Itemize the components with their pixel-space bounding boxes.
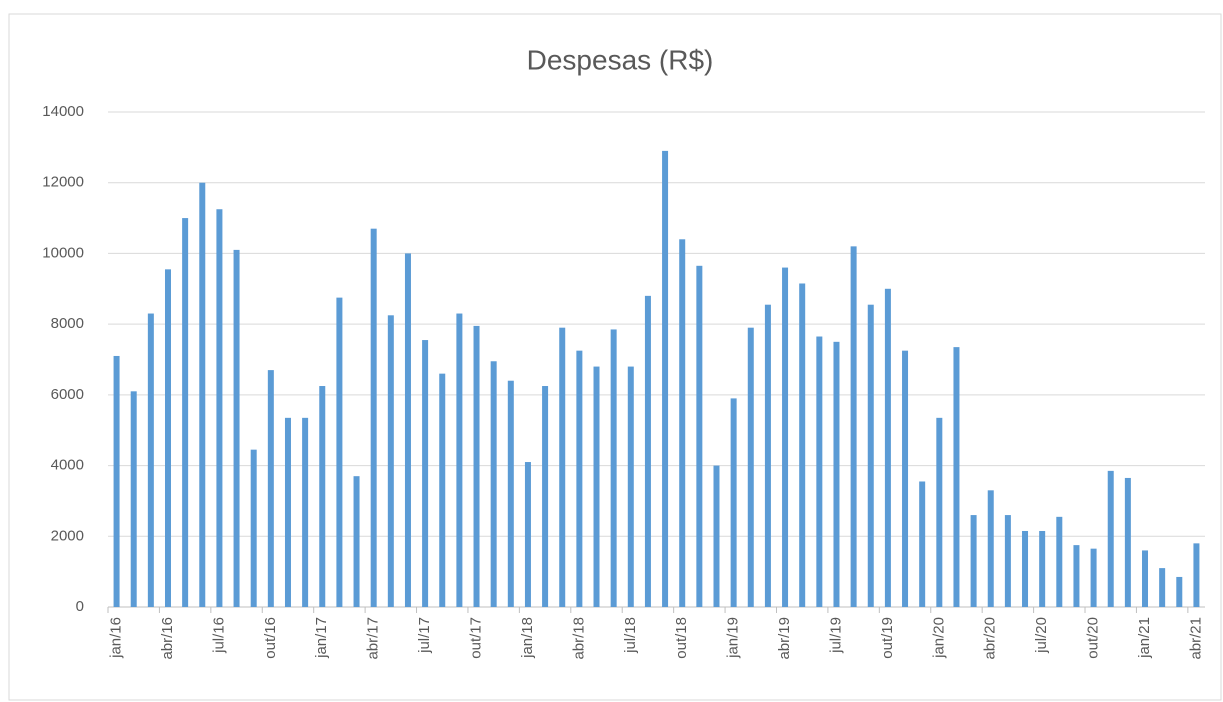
bar <box>1124 477 1131 607</box>
bar <box>422 340 429 607</box>
x-tick-label: jan/18 <box>519 617 536 659</box>
x-tick-label: abr/20 <box>982 617 999 660</box>
y-tick-label: 6000 <box>51 386 84 403</box>
bar <box>336 297 343 607</box>
bar <box>130 391 137 607</box>
bar <box>319 386 326 607</box>
x-tick-label: out/16 <box>262 617 279 659</box>
y-tick-label: 8000 <box>51 315 84 332</box>
y-tick-label: 4000 <box>51 457 84 474</box>
bar <box>1193 543 1200 607</box>
bar <box>473 325 480 607</box>
bar <box>867 304 874 607</box>
bar <box>164 269 171 607</box>
bar <box>610 329 617 607</box>
bar <box>747 327 754 607</box>
x-tick-label: out/17 <box>467 617 484 659</box>
x-tick-label: abr/16 <box>159 617 176 660</box>
bar <box>730 398 737 607</box>
bar <box>182 218 189 608</box>
bar <box>1056 516 1063 607</box>
bar <box>919 481 926 607</box>
bar <box>542 386 549 607</box>
bar <box>456 313 463 607</box>
bar <box>833 341 840 607</box>
bar <box>353 476 360 607</box>
bar <box>713 465 720 607</box>
bar <box>1004 515 1011 607</box>
y-tick-label: 14000 <box>42 103 84 120</box>
bar <box>1039 530 1046 607</box>
bar <box>696 265 703 607</box>
bar <box>1142 550 1149 607</box>
bar <box>679 239 686 608</box>
bar <box>782 267 789 607</box>
bar <box>970 515 977 607</box>
x-tick-label: abr/21 <box>1187 617 1204 660</box>
x-tick-label: abr/17 <box>365 617 382 660</box>
bar <box>507 380 514 607</box>
x-tick-label: jan/16 <box>108 617 125 659</box>
x-tick-label: out/19 <box>879 617 896 659</box>
x-tick-label: abr/19 <box>776 617 793 660</box>
bar <box>199 182 206 607</box>
bar <box>439 373 446 607</box>
bar <box>627 366 634 607</box>
bar <box>284 417 291 607</box>
bar <box>559 327 566 607</box>
x-tick-label: abr/18 <box>570 617 587 660</box>
bar <box>267 370 274 607</box>
y-tick-label: 2000 <box>51 527 84 544</box>
bar <box>764 304 771 607</box>
bar <box>250 449 257 607</box>
bar <box>1159 568 1166 607</box>
chart-title: Despesas (R$) <box>527 44 714 75</box>
bar <box>576 350 583 607</box>
x-tick-label: out/20 <box>1085 617 1102 659</box>
x-tick-label: jan/19 <box>725 617 742 659</box>
bar <box>524 462 531 607</box>
x-tick-label: jul/17 <box>416 617 433 654</box>
bar <box>387 315 394 607</box>
bar <box>987 490 994 607</box>
bar <box>816 336 823 607</box>
bar <box>1107 470 1114 607</box>
bar <box>850 246 857 607</box>
bar <box>216 209 223 607</box>
bar <box>1022 530 1029 607</box>
x-tick-label: jul/16 <box>210 617 227 654</box>
bar <box>233 249 240 607</box>
y-tick-label: 12000 <box>42 174 84 191</box>
bar <box>370 228 377 607</box>
bar <box>902 350 909 607</box>
bar <box>644 295 651 607</box>
bar <box>953 347 960 607</box>
y-tick-label: 10000 <box>42 244 84 261</box>
bar <box>113 355 120 607</box>
x-tick-label: jul/19 <box>827 617 844 654</box>
x-tick-label: jul/18 <box>622 617 639 654</box>
y-tick-label: 0 <box>76 598 84 615</box>
bar <box>1176 576 1183 607</box>
x-tick-label: jan/20 <box>930 617 947 659</box>
bar <box>884 288 891 607</box>
x-tick-label: jan/21 <box>1136 617 1153 659</box>
x-tick-label: jan/17 <box>313 617 330 659</box>
bar <box>936 417 943 607</box>
bar <box>1073 545 1080 607</box>
bar <box>1090 548 1097 607</box>
bar <box>593 366 600 607</box>
x-tick-label: jul/20 <box>1033 617 1050 654</box>
x-tick-label: out/18 <box>673 617 690 659</box>
bar <box>302 417 309 607</box>
bar <box>662 150 669 607</box>
bar <box>404 253 411 607</box>
bar <box>490 361 497 607</box>
bar <box>147 313 154 607</box>
bar <box>799 283 806 607</box>
